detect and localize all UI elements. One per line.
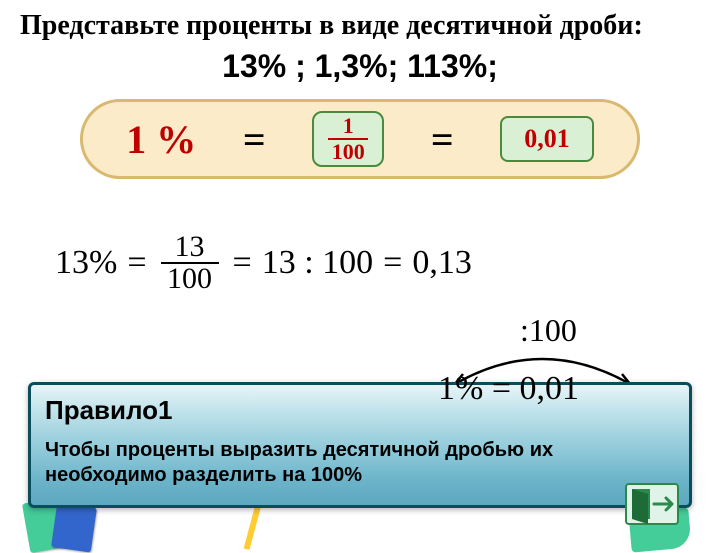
- decimal-badge: 0,01: [500, 116, 594, 162]
- we1-fraction: 13 100: [161, 232, 219, 294]
- book-icon: [51, 502, 97, 552]
- rule-heading: Правило1: [45, 395, 675, 426]
- we1-frac-den: 100: [167, 264, 212, 294]
- rule-equation: 1% = 0,01: [438, 370, 579, 408]
- fraction-badge: 1 100: [312, 111, 384, 167]
- we1-lhs: 13%: [55, 244, 117, 282]
- we1-frac-num: 13: [175, 232, 205, 262]
- we1-result: 0,13: [412, 244, 472, 282]
- we1-eq3: =: [383, 244, 402, 282]
- rule-eq-mid: =: [492, 370, 511, 407]
- rule-eq-lhs: 1%: [438, 370, 483, 407]
- equals-1: =: [243, 116, 266, 163]
- rule-text: Чтобы проценты выразить десятичной дробь…: [45, 438, 675, 488]
- divide-annotation: :100: [520, 312, 577, 349]
- one-percent-label: 1 %: [126, 116, 196, 163]
- door-exit-icon: [624, 482, 680, 526]
- worked-example-1: 13% = 13 100 = 13 : 100 = 0,13: [55, 232, 472, 294]
- we1-eq2: =: [233, 244, 252, 282]
- equals-2: =: [431, 116, 454, 163]
- rule-box: Правило1 Чтобы проценты выразить десятич…: [28, 382, 692, 508]
- we1-eq1: =: [127, 244, 146, 282]
- rule-eq-rhs: 0,01: [520, 370, 580, 407]
- definition-box: 1 % = 1 100 = 0,01: [80, 99, 640, 179]
- fraction-numerator: 1: [343, 115, 354, 137]
- examples-line: 13% ; 1,3%; 113%;: [0, 48, 720, 85]
- we1-div: 13 : 100: [262, 244, 373, 282]
- page-title: Представьте проценты в виде десятичной д…: [0, 0, 720, 42]
- exit-button[interactable]: [624, 482, 680, 526]
- fraction-denominator: 100: [332, 141, 365, 163]
